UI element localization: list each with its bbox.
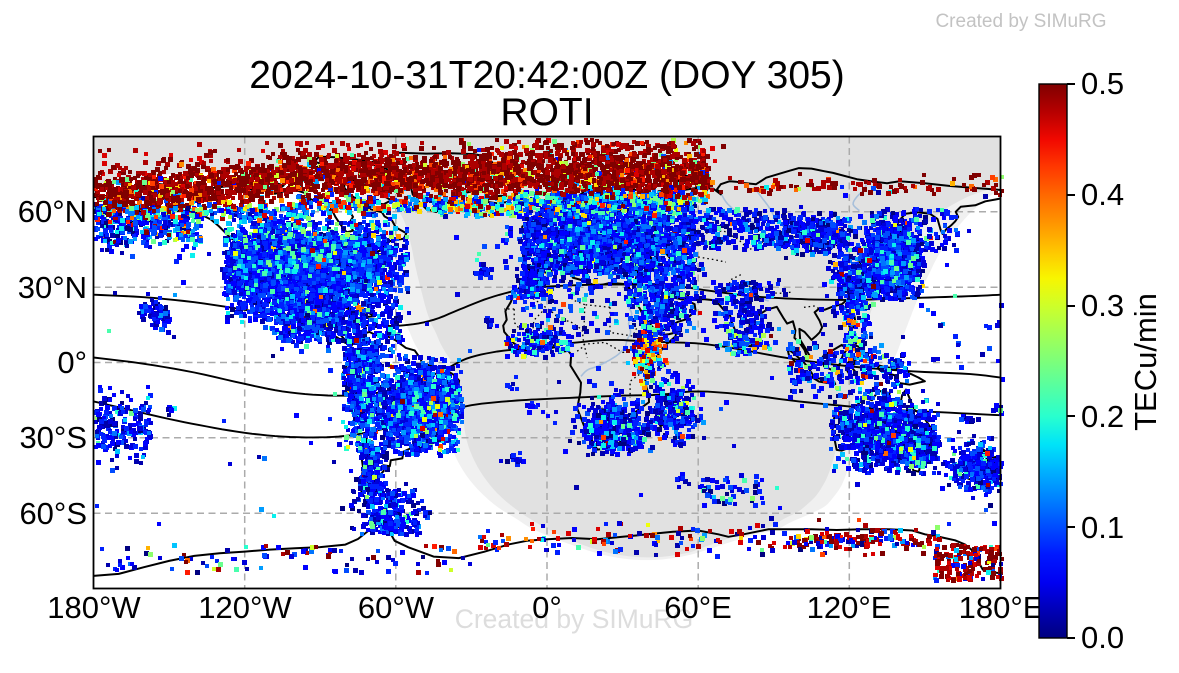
svg-text:0.2: 0.2 — [1081, 399, 1124, 434]
svg-text:0.0: 0.0 — [1081, 620, 1124, 655]
svg-text:2024-10-31T20:42:00Z (DOY 305): 2024-10-31T20:42:00Z (DOY 305) — [249, 54, 844, 97]
svg-text:Created by SIMuRG: Created by SIMuRG — [455, 604, 694, 634]
svg-text:60°N: 60°N — [18, 194, 87, 229]
svg-text:60°W: 60°W — [358, 590, 435, 625]
svg-text:0.3: 0.3 — [1081, 288, 1124, 323]
svg-text:60°E: 60°E — [664, 590, 732, 625]
svg-text:0°: 0° — [57, 345, 87, 380]
svg-text:0.4: 0.4 — [1081, 177, 1124, 212]
svg-text:0.5: 0.5 — [1081, 66, 1124, 101]
svg-text:120°E: 120°E — [807, 590, 892, 625]
svg-text:120°W: 120°W — [198, 590, 292, 625]
svg-text:0°: 0° — [532, 590, 562, 625]
svg-text:180°W: 180°W — [47, 590, 141, 625]
svg-text:TECu/min: TECu/min — [1128, 293, 1163, 431]
svg-text:30°N: 30°N — [18, 270, 87, 305]
svg-text:ROTI: ROTI — [500, 91, 593, 134]
svg-text:60°S: 60°S — [19, 496, 87, 531]
svg-text:0.1: 0.1 — [1081, 510, 1124, 545]
svg-text:Created by SIMuRG: Created by SIMuRG — [935, 11, 1106, 32]
svg-text:180°E: 180°E — [959, 590, 1044, 625]
svg-text:30°S: 30°S — [19, 420, 87, 455]
